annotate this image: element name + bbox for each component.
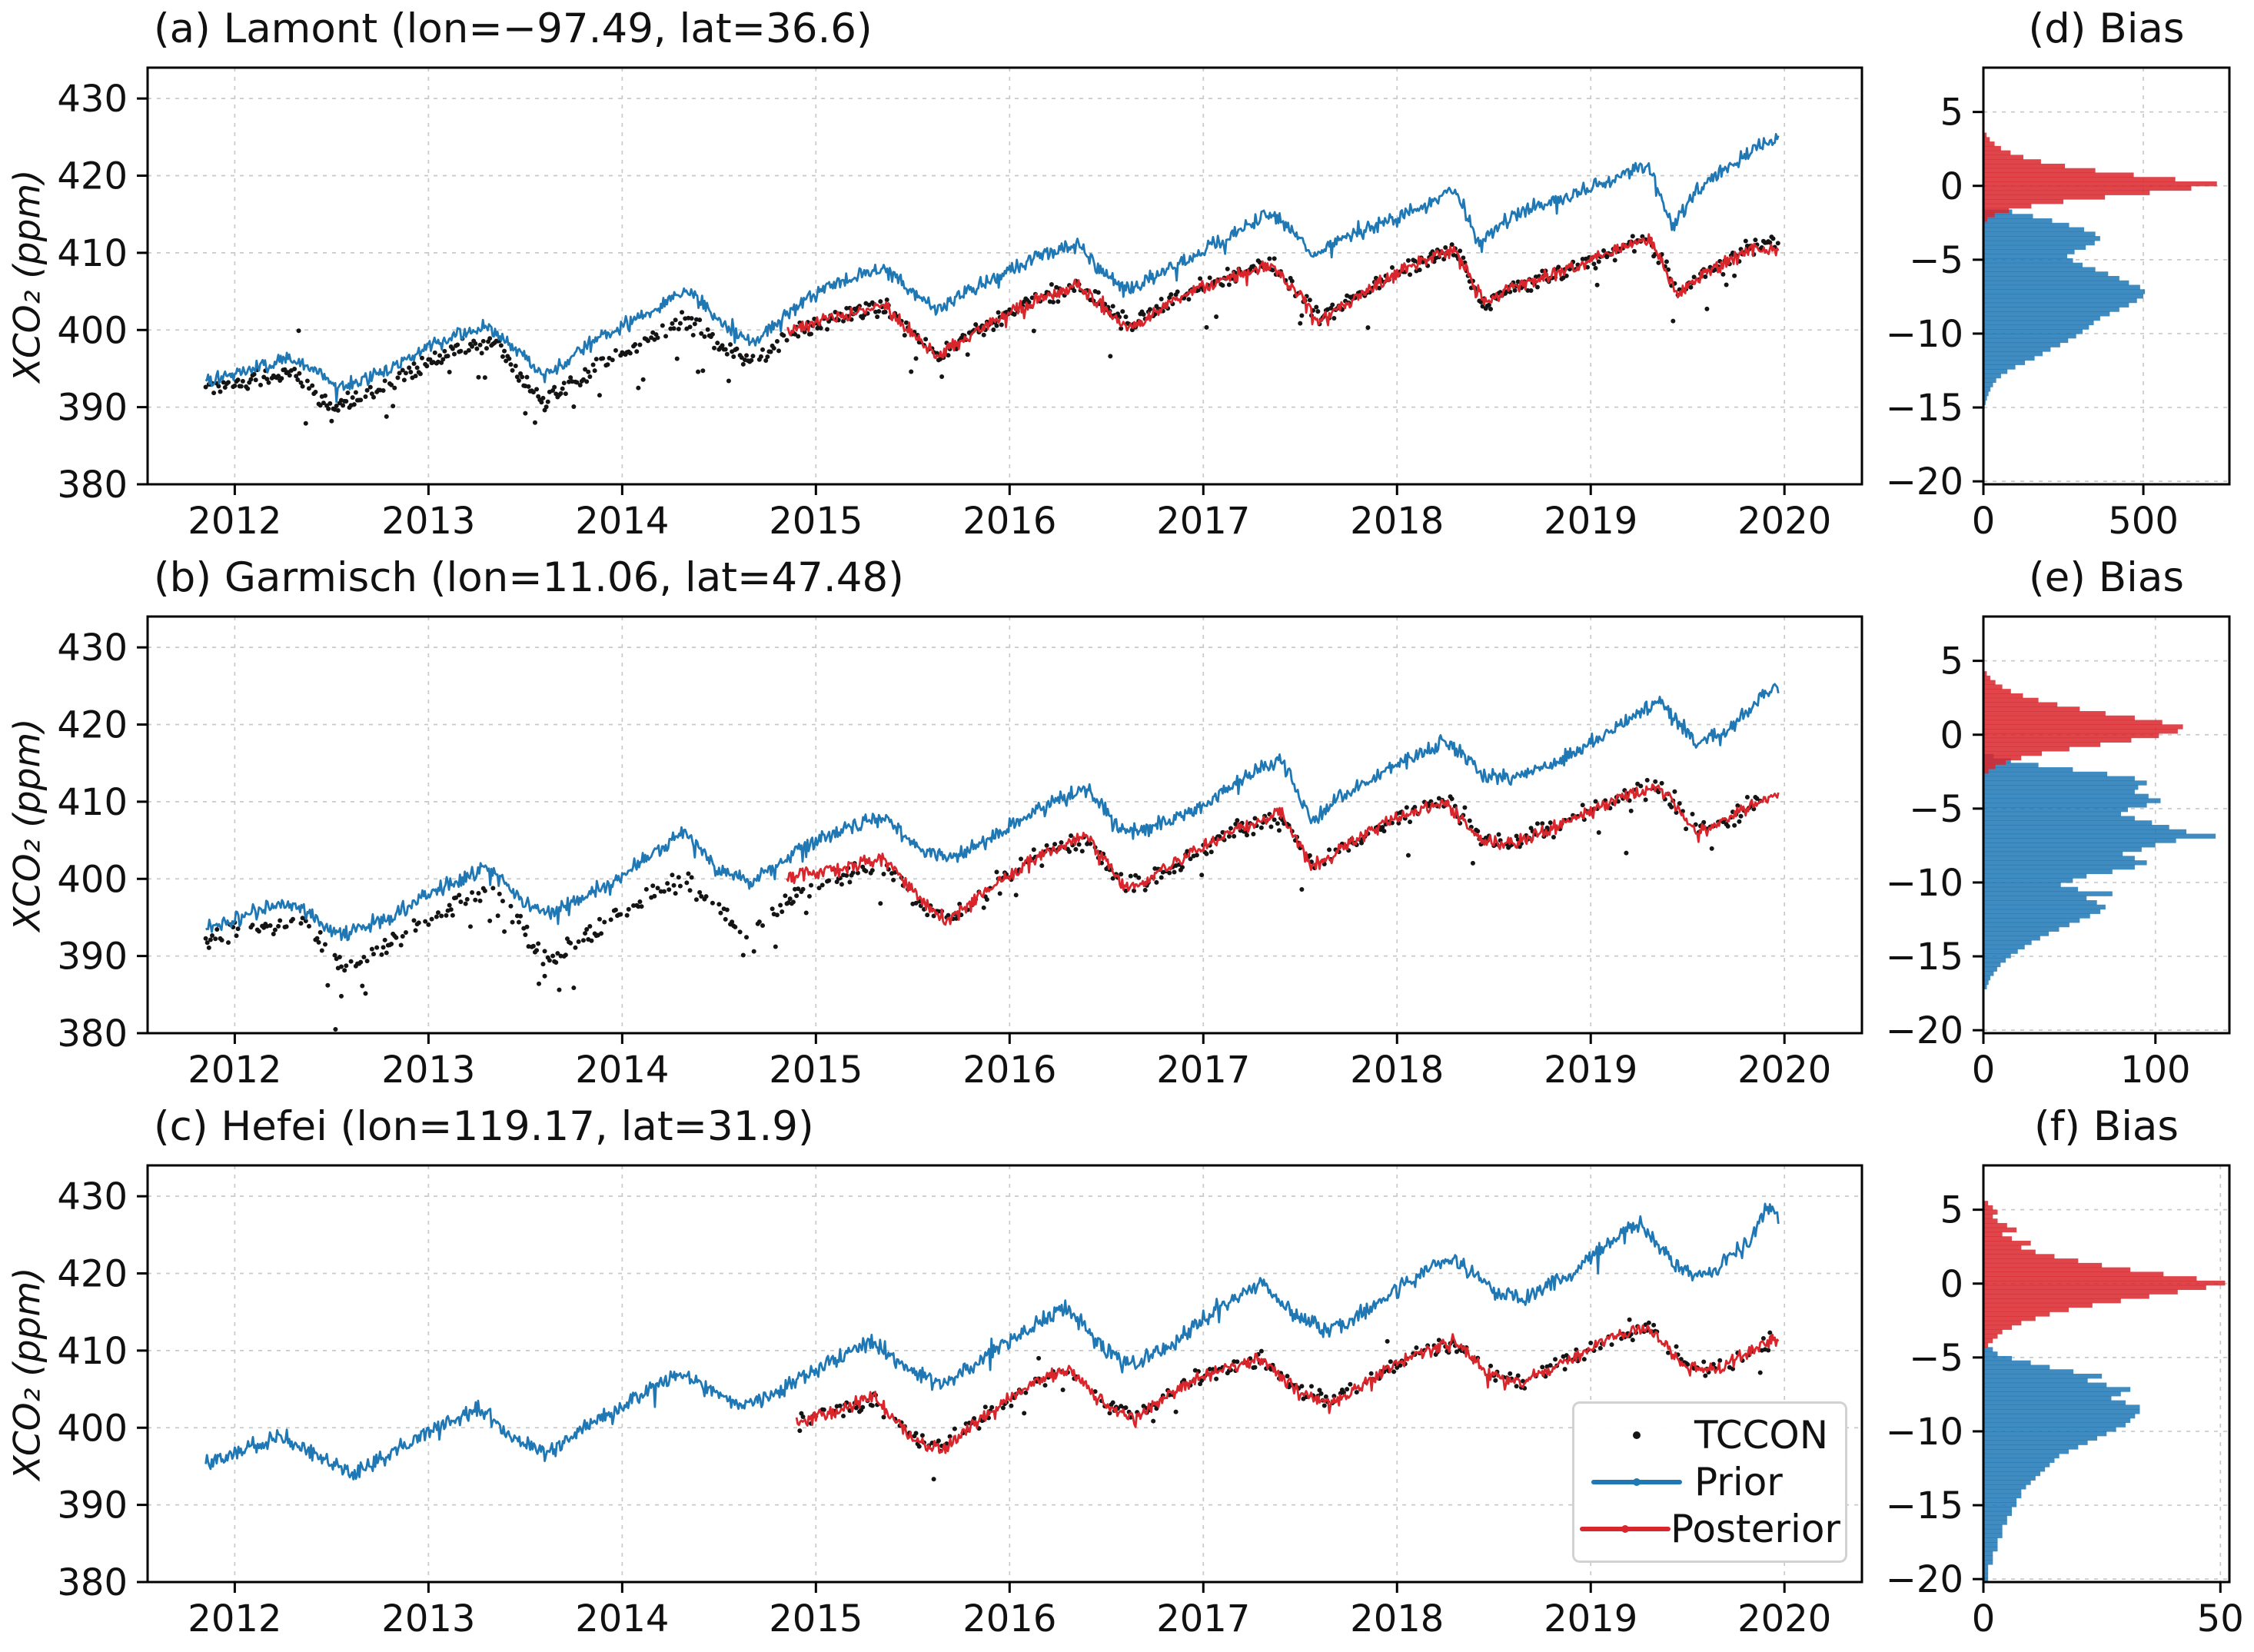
hist-f-title: (f) Bias bbox=[2033, 1103, 2179, 1150]
svg-text:410: 410 bbox=[57, 1330, 128, 1373]
svg-text:2018: 2018 bbox=[1350, 1597, 1444, 1640]
posterior-line-icon bbox=[1579, 1525, 1671, 1534]
svg-text:2012: 2012 bbox=[188, 1049, 281, 1092]
svg-text:2020: 2020 bbox=[1737, 1049, 1831, 1092]
svg-text:−5: −5 bbox=[1909, 239, 1963, 282]
posterior-marker-dot bbox=[1621, 1525, 1629, 1534]
svg-text:2017: 2017 bbox=[1156, 1597, 1250, 1640]
panel-c-chart: 2012 2013 2014 2015 2016 2017 2018 2019 2020 380 3… bbox=[57, 1164, 2244, 1640]
posterior-marker bbox=[1579, 1525, 1671, 1534]
svg-text:2014: 2014 bbox=[575, 1597, 669, 1640]
svg-text:−5: −5 bbox=[1909, 1337, 1963, 1380]
svg-text:2020: 2020 bbox=[1737, 500, 1831, 543]
svg-text:0: 0 bbox=[1940, 714, 1963, 757]
svg-text:2018: 2018 bbox=[1350, 1049, 1444, 1092]
svg-text:2015: 2015 bbox=[769, 1597, 863, 1640]
svg-text:390: 390 bbox=[57, 1484, 128, 1527]
legend-item-prior: Prior bbox=[1579, 1458, 1840, 1505]
svg-text:390: 390 bbox=[57, 387, 128, 430]
svg-text:2013: 2013 bbox=[381, 1049, 475, 1092]
legend-label-posterior: Posterior bbox=[1671, 1507, 1840, 1552]
prior-line-icon bbox=[1579, 1477, 1694, 1486]
prior-marker-dot bbox=[1633, 1477, 1641, 1486]
svg-text:2016: 2016 bbox=[962, 1049, 1056, 1092]
svg-text:420: 420 bbox=[57, 704, 128, 747]
svg-text:2012: 2012 bbox=[188, 500, 281, 543]
svg-text:400: 400 bbox=[57, 309, 128, 352]
svg-text:50: 50 bbox=[2197, 1597, 2244, 1640]
svg-text:−10: −10 bbox=[1886, 862, 1963, 905]
svg-text:410: 410 bbox=[57, 232, 128, 275]
svg-text:420: 420 bbox=[57, 1253, 128, 1296]
prior-marker bbox=[1591, 1477, 1682, 1486]
svg-text:2013: 2013 bbox=[381, 1597, 475, 1640]
svg-text:2015: 2015 bbox=[769, 500, 863, 543]
svg-text:0: 0 bbox=[1972, 1597, 1996, 1640]
panel-b-chart: 2012 2013 2014 2015 2016 2017 2018 2019 2020 380 3… bbox=[57, 615, 2231, 1092]
svg-text:2017: 2017 bbox=[1156, 500, 1250, 543]
svg-text:430: 430 bbox=[57, 78, 128, 121]
svg-text:−15: −15 bbox=[1886, 1484, 1963, 1527]
svg-text:−5: −5 bbox=[1909, 788, 1963, 831]
svg-text:−10: −10 bbox=[1886, 1411, 1963, 1454]
svg-text:2016: 2016 bbox=[962, 500, 1056, 543]
hist-e-title: (e) Bias bbox=[2029, 554, 2184, 601]
svg-text:−20: −20 bbox=[1886, 460, 1963, 504]
tccon-marker bbox=[1633, 1431, 1641, 1439]
svg-text:400: 400 bbox=[57, 1407, 128, 1450]
svg-text:430: 430 bbox=[57, 1175, 128, 1218]
svg-text:5: 5 bbox=[1940, 640, 1963, 683]
legend-label-prior: Prior bbox=[1694, 1459, 1783, 1504]
svg-text:5: 5 bbox=[1940, 1189, 1963, 1232]
svg-text:380: 380 bbox=[57, 1561, 128, 1604]
svg-text:0: 0 bbox=[1940, 165, 1963, 208]
svg-text:500: 500 bbox=[2108, 500, 2179, 543]
svg-text:400: 400 bbox=[57, 858, 128, 901]
legend-item-posterior: Posterior bbox=[1579, 1506, 1840, 1553]
svg-text:420: 420 bbox=[57, 155, 128, 198]
legend-item-tccon: TCCON bbox=[1579, 1411, 1840, 1458]
svg-text:2014: 2014 bbox=[575, 500, 669, 543]
hist-d-title: (d) Bias bbox=[2028, 5, 2185, 52]
svg-text:2014: 2014 bbox=[575, 1049, 669, 1092]
svg-text:380: 380 bbox=[57, 464, 128, 507]
svg-text:2012: 2012 bbox=[188, 1597, 281, 1640]
svg-text:100: 100 bbox=[2120, 1049, 2191, 1092]
svg-text:2018: 2018 bbox=[1350, 500, 1444, 543]
svg-text:2020: 2020 bbox=[1737, 1597, 1831, 1640]
svg-text:−20: −20 bbox=[1886, 1558, 1963, 1601]
svg-text:390: 390 bbox=[57, 936, 128, 979]
panel-c-title: (c) Hefei (lon=119.17, lat=31.9) bbox=[154, 1103, 814, 1150]
svg-text:−15: −15 bbox=[1886, 936, 1963, 979]
legend-label-tccon: TCCON bbox=[1694, 1412, 1829, 1458]
panel-a-title: (a) Lamont (lon=−97.49, lat=36.6) bbox=[154, 5, 873, 52]
svg-text:430: 430 bbox=[57, 627, 128, 670]
svg-text:2016: 2016 bbox=[962, 1597, 1056, 1640]
svg-text:2017: 2017 bbox=[1156, 1049, 1250, 1092]
svg-text:0: 0 bbox=[1940, 1263, 1963, 1306]
svg-text:2013: 2013 bbox=[381, 500, 475, 543]
svg-text:2019: 2019 bbox=[1544, 500, 1637, 543]
svg-text:380: 380 bbox=[57, 1012, 128, 1055]
panel-a-chart: 2012 2013 2014 2015 2016 2017 2018 2019 2020 380 3… bbox=[57, 66, 2231, 543]
svg-text:−15: −15 bbox=[1886, 387, 1963, 430]
svg-text:5: 5 bbox=[1940, 91, 1963, 135]
svg-text:2015: 2015 bbox=[769, 1049, 863, 1092]
svg-text:−10: −10 bbox=[1886, 313, 1963, 356]
panel-b-title: (b) Garmisch (lon=11.06, lat=47.48) bbox=[154, 554, 904, 601]
legend: TCCON Prior Posterior bbox=[1572, 1401, 1847, 1563]
svg-text:0: 0 bbox=[1972, 500, 1996, 543]
svg-text:−20: −20 bbox=[1886, 1009, 1963, 1052]
svg-text:2019: 2019 bbox=[1544, 1597, 1637, 1640]
svg-text:0: 0 bbox=[1972, 1049, 1996, 1092]
tccon-dot-icon bbox=[1579, 1431, 1694, 1439]
svg-text:2019: 2019 bbox=[1544, 1049, 1637, 1092]
svg-text:410: 410 bbox=[57, 781, 128, 824]
